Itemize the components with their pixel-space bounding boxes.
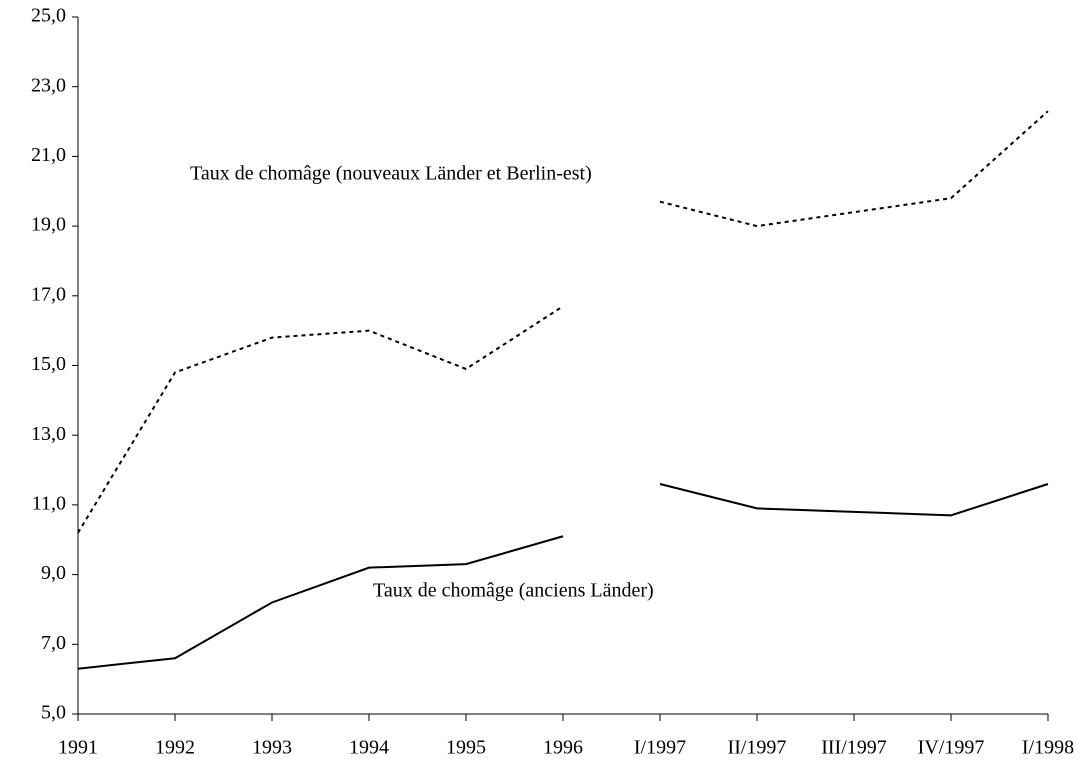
y-tick-label: 11,0 <box>32 492 66 514</box>
y-tick-label: 21,0 <box>31 144 66 166</box>
y-tick-label: 23,0 <box>31 74 66 96</box>
y-tick-label: 17,0 <box>31 283 66 305</box>
y-tick-label: 25,0 <box>31 5 66 27</box>
y-tick-label: 7,0 <box>41 632 66 654</box>
x-tick-label: 1995 <box>446 737 486 759</box>
x-tick-label: I/1997 <box>634 737 686 759</box>
x-tick-label: II/1997 <box>728 737 787 759</box>
series-line <box>77 305 564 534</box>
x-tick-label: I/1998 <box>1022 737 1074 759</box>
series-label: Taux de chomâge (nouveaux Länder et Berl… <box>190 163 592 185</box>
x-tick-label: III/1997 <box>821 737 887 759</box>
x-tick-label: 1994 <box>349 737 389 759</box>
x-tick-label: 1996 <box>543 737 583 759</box>
x-tick-label: 1991 <box>58 737 98 759</box>
x-tick-label: 1993 <box>252 737 292 759</box>
series-line <box>77 535 564 670</box>
y-tick-label: 13,0 <box>31 423 66 445</box>
y-tick-label: 5,0 <box>41 702 66 724</box>
y-tick-label: 19,0 <box>31 214 66 236</box>
series-line <box>659 110 1049 228</box>
x-tick-label: 1992 <box>155 737 195 759</box>
x-tick-label: IV/1997 <box>918 737 985 759</box>
series-label: Taux de chomâge (anciens Länder) <box>373 580 654 602</box>
y-tick-label: 9,0 <box>41 562 66 584</box>
y-tick-label: 15,0 <box>31 353 66 375</box>
series-line <box>659 483 1049 517</box>
